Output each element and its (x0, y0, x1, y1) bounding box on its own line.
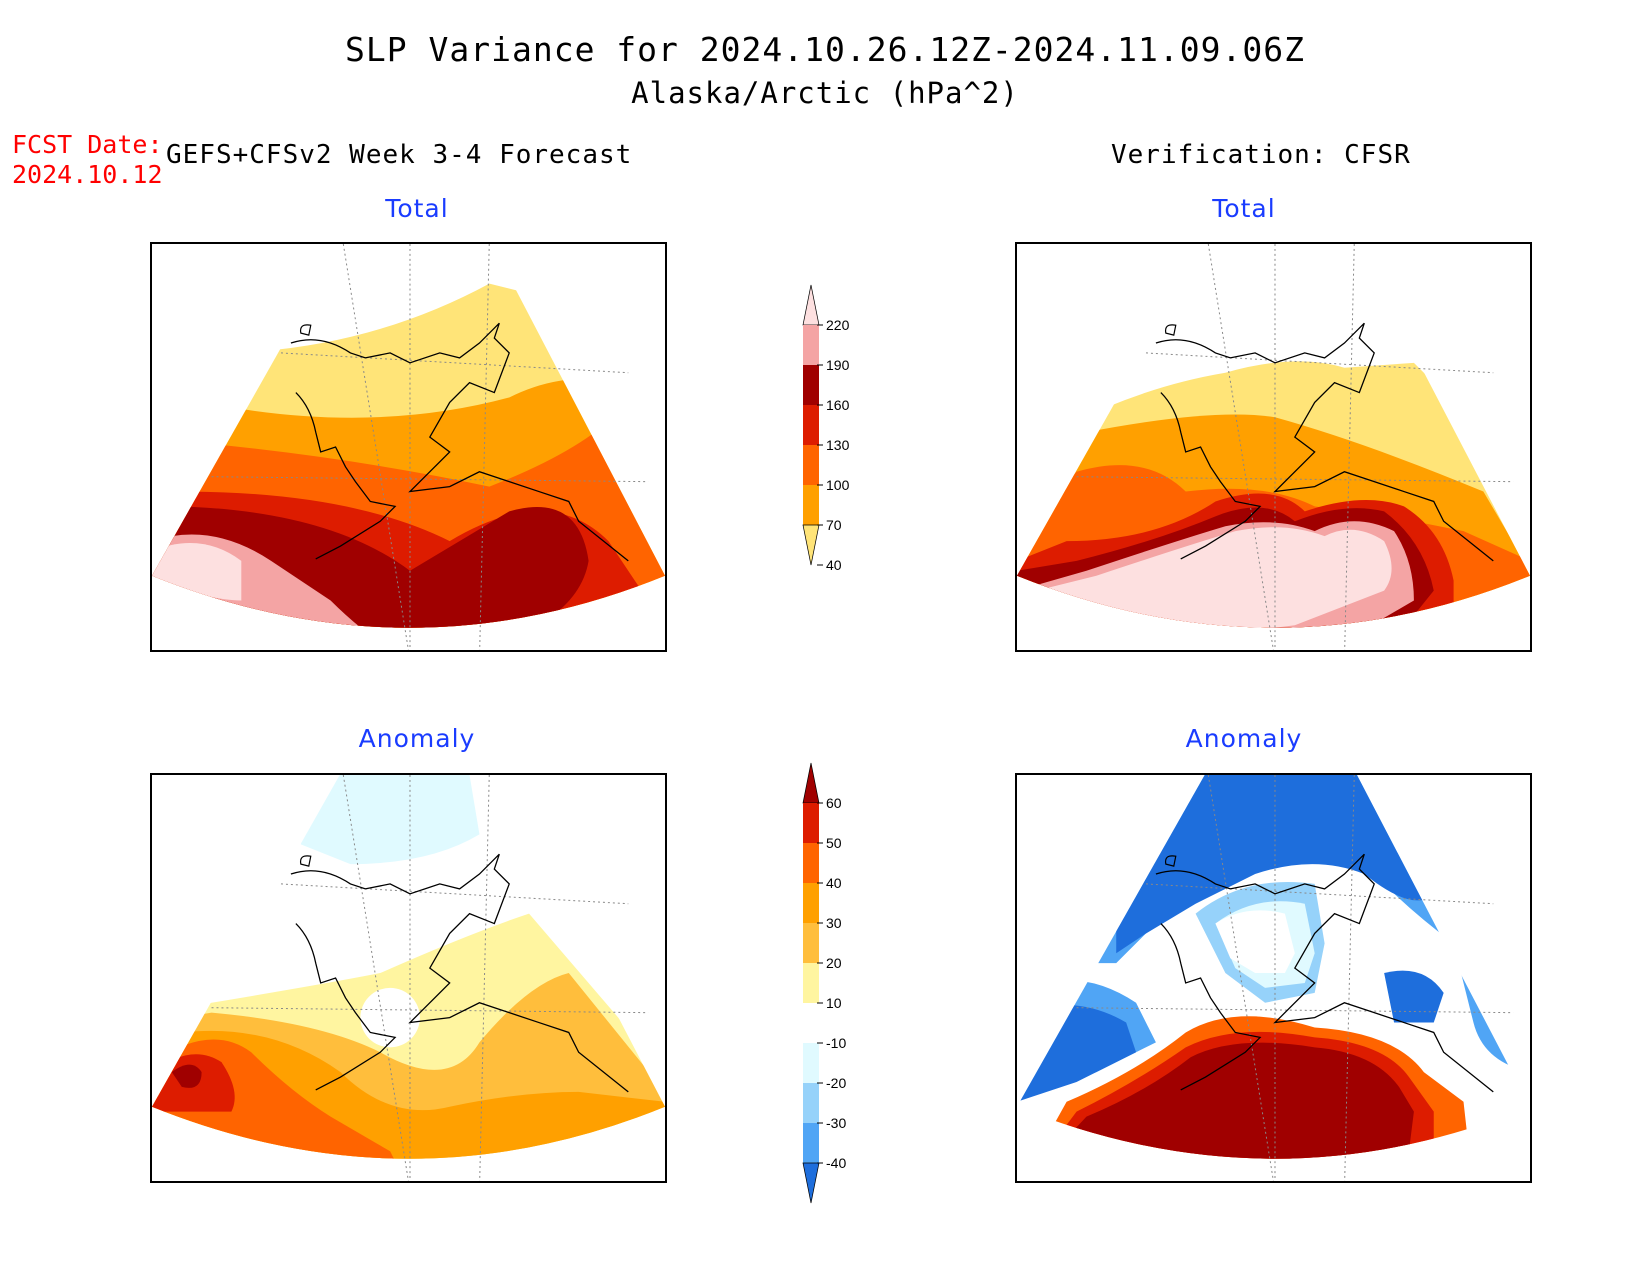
fcst-anomaly-title: Anomaly (358, 724, 476, 753)
verif-total-map (1015, 242, 1532, 652)
total-colorbar-segment (803, 405, 819, 445)
total-colorbar-segment (803, 365, 819, 405)
total-colorbar-tick-label: 100 (826, 477, 850, 493)
total-colorbar-segment (803, 485, 819, 525)
anomaly-colorbar-top-arrow (802, 762, 820, 804)
anomaly-colorbar-tick-label: 30 (826, 915, 842, 931)
anomaly-colorbar-segment (803, 1043, 819, 1083)
fcst-label: FCST Date: (12, 130, 163, 159)
verification-column-heading: Verification: CFSR (1111, 140, 1411, 170)
anomaly-colorbar: 60 50 40 30 20 10 -10 -20 -30 -40 (795, 758, 875, 1208)
anomaly-colorbar-tick-label: 40 (826, 875, 842, 891)
anomaly-colorbar-tick-label: -40 (826, 1155, 846, 1171)
anomaly-colorbar-segment (803, 843, 819, 883)
anomaly-colorbar-tick-label: 60 (826, 795, 842, 811)
fcst-total-title: Total (385, 194, 449, 223)
anomaly-colorbar-segment (803, 923, 819, 963)
anomaly-colorbar-tick-label: -30 (826, 1115, 846, 1131)
fcst-date: 2024.10.12 (12, 160, 163, 189)
anomaly-colorbar-segment (803, 1123, 819, 1163)
total-colorbar-top-arrow (802, 284, 820, 326)
total-colorbar-segment (803, 445, 819, 485)
anomaly-colorbar-tick-label: -10 (826, 1035, 846, 1051)
total-colorbar-tick-label: 130 (826, 437, 850, 453)
forecast-column-heading: GEFS+CFSv2 Week 3-4 Forecast (166, 140, 633, 170)
total-colorbar-tick-label: 70 (826, 517, 842, 533)
verif-total-title: Total (1212, 194, 1276, 223)
anomaly-colorbar-segment (803, 963, 819, 1003)
total-colorbar-tick-label: 190 (826, 357, 850, 373)
anomaly-colorbar-tick-label: 10 (826, 995, 842, 1011)
total-colorbar: 220 190 160 130 100 70 40 (795, 280, 875, 610)
anomaly-colorbar-segment (803, 1083, 819, 1123)
total-colorbar-tick-label: 40 (826, 557, 842, 573)
total-colorbar-segment (803, 325, 819, 365)
anomaly-colorbar-tick-label: 20 (826, 955, 842, 971)
chart-title: SLP Variance for 2024.10.26.12Z-2024.11.… (345, 30, 1305, 69)
chart-subtitle: Alaska/Arctic (hPa^2) (631, 76, 1019, 110)
anomaly-colorbar-segment (803, 883, 819, 923)
fcst-anomaly-map (150, 773, 667, 1183)
fcst-total-map (150, 242, 667, 652)
anomaly-colorbar-segment (803, 803, 819, 843)
anomaly-colorbar-segment (803, 1003, 819, 1043)
total-colorbar-tick-label: 160 (826, 397, 850, 413)
total-colorbar-bottom-arrow (802, 524, 820, 566)
verif-anomaly-title: Anomaly (1185, 724, 1303, 753)
anomaly-colorbar-bottom-arrow (802, 1162, 820, 1204)
verif-anomaly-map (1015, 773, 1532, 1183)
anomaly-colorbar-tick-label: -20 (826, 1075, 846, 1091)
anomaly-colorbar-tick-label: 50 (826, 835, 842, 851)
total-colorbar-tick-label: 220 (826, 317, 850, 333)
